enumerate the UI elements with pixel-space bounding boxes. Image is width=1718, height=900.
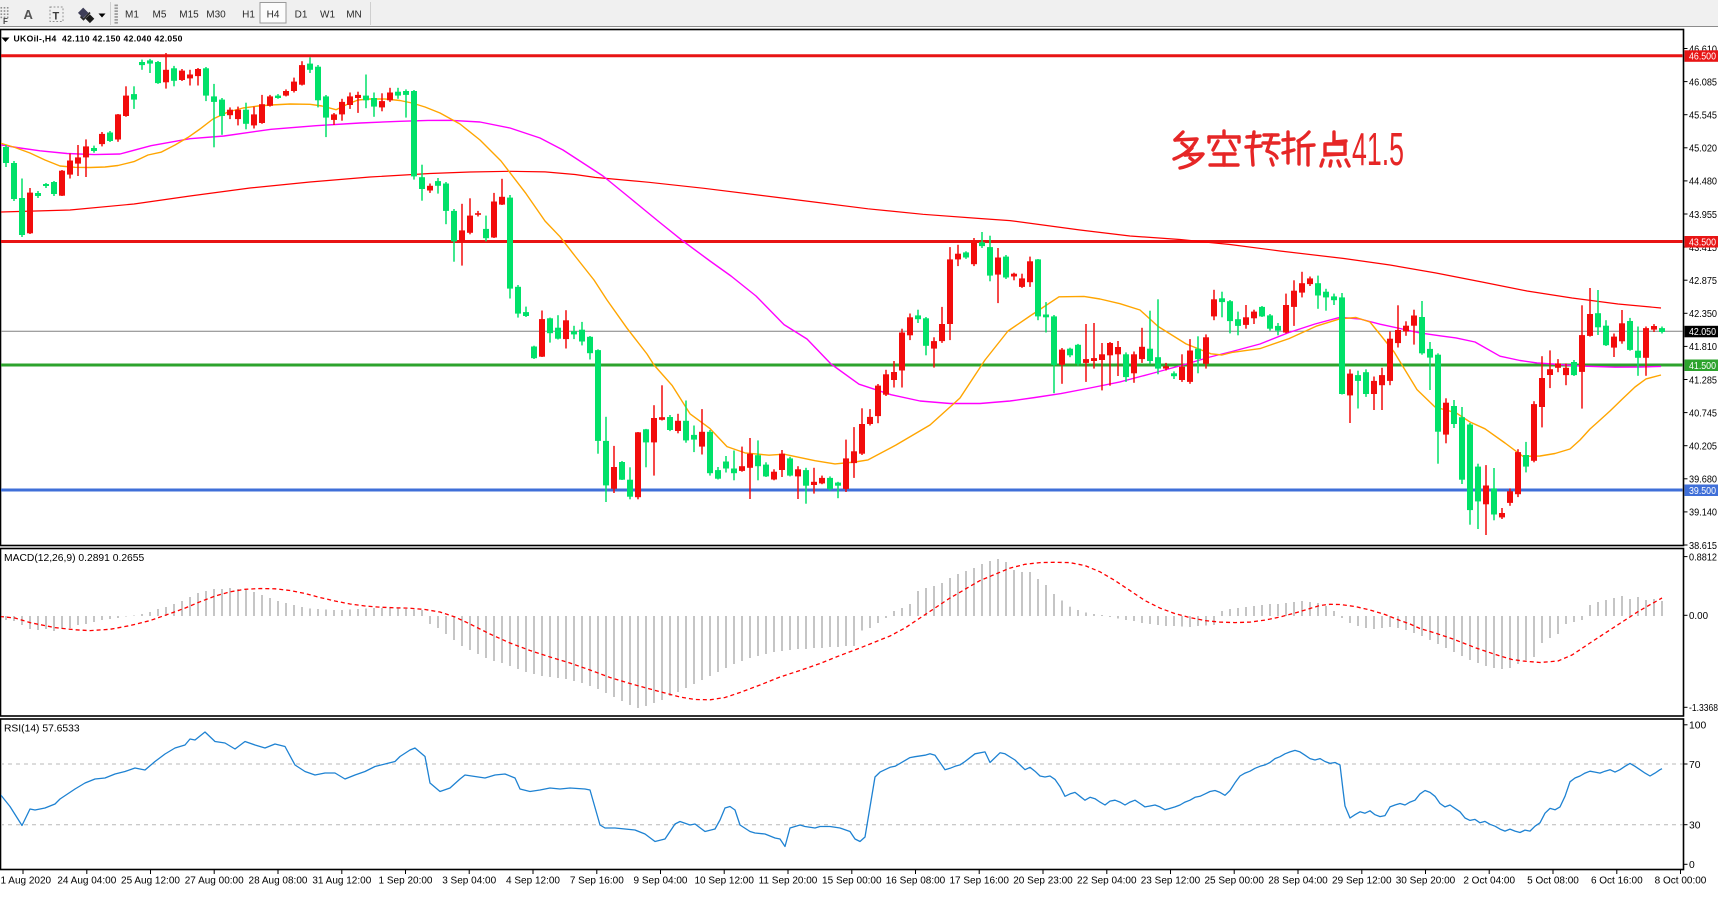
svg-text:8 Oct 00:00: 8 Oct 00:00: [1655, 876, 1707, 887]
svg-text:46.085: 46.085: [1689, 77, 1717, 88]
svg-text:100: 100: [1689, 721, 1706, 732]
svg-text:2 Oct 04:00: 2 Oct 04:00: [1463, 876, 1515, 887]
svg-text:42.875: 42.875: [1689, 276, 1717, 287]
svg-text:30: 30: [1689, 821, 1701, 832]
svg-text:5 Oct 08:00: 5 Oct 08:00: [1527, 876, 1579, 887]
svg-text:39.500: 39.500: [1689, 486, 1716, 497]
svg-text:20 Sep 23:00: 20 Sep 23:00: [1013, 876, 1073, 887]
svg-text:0.8812: 0.8812: [1689, 552, 1717, 563]
svg-text:39.140: 39.140: [1689, 508, 1717, 519]
svg-text:15 Sep 00:00: 15 Sep 00:00: [822, 876, 882, 887]
svg-text:41.500: 41.500: [1689, 361, 1716, 372]
svg-text:38.615: 38.615: [1689, 541, 1717, 552]
svg-text:39.680: 39.680: [1689, 475, 1717, 486]
svg-text:70: 70: [1689, 760, 1701, 771]
svg-text:30 Sep 20:00: 30 Sep 20:00: [1396, 876, 1456, 887]
svg-text:9 Sep 04:00: 9 Sep 04:00: [634, 876, 688, 887]
svg-text:7 Sep 16:00: 7 Sep 16:00: [570, 876, 624, 887]
svg-text:3 Sep 04:00: 3 Sep 04:00: [442, 876, 496, 887]
svg-text:41.285: 41.285: [1689, 375, 1717, 386]
svg-text:42.350: 42.350: [1689, 309, 1717, 320]
svg-text:M15: M15: [179, 10, 199, 21]
svg-text:28 Sep 04:00: 28 Sep 04:00: [1268, 876, 1328, 887]
svg-text:45.020: 45.020: [1689, 144, 1717, 155]
svg-text:A: A: [24, 7, 34, 22]
svg-text:44.480: 44.480: [1689, 177, 1717, 188]
svg-text:T: T: [53, 11, 60, 23]
svg-text:0: 0: [1689, 860, 1695, 871]
svg-text:27 Aug 00:00: 27 Aug 00:00: [185, 876, 244, 887]
svg-text:41.5: 41.5: [1352, 123, 1404, 175]
svg-text:0.00: 0.00: [1689, 611, 1708, 622]
svg-text:MN: MN: [346, 10, 362, 21]
svg-text:43.955: 43.955: [1689, 210, 1717, 221]
svg-text:21 Aug 2020: 21 Aug 2020: [0, 876, 52, 887]
svg-text:M30: M30: [206, 10, 226, 21]
svg-text:25 Sep 00:00: 25 Sep 00:00: [1204, 876, 1264, 887]
svg-text:42.050: 42.050: [1689, 327, 1716, 338]
svg-text:H1: H1: [242, 10, 255, 21]
svg-text:24 Aug 04:00: 24 Aug 04:00: [57, 876, 116, 887]
svg-text:W1: W1: [320, 10, 335, 21]
svg-text:31 Aug 12:00: 31 Aug 12:00: [312, 876, 371, 887]
svg-text:29 Sep 12:00: 29 Sep 12:00: [1332, 876, 1392, 887]
svg-text:41.810: 41.810: [1689, 342, 1717, 353]
svg-text:45.545: 45.545: [1689, 111, 1717, 122]
svg-text:40.205: 40.205: [1689, 442, 1717, 453]
svg-text:1 Sep 20:00: 1 Sep 20:00: [379, 876, 433, 887]
svg-text:4 Sep 12:00: 4 Sep 12:00: [506, 876, 560, 887]
svg-text:M5: M5: [153, 10, 167, 21]
svg-text:D1: D1: [295, 10, 308, 21]
svg-text:43.500: 43.500: [1689, 237, 1716, 248]
svg-text:RSI(14) 57.6533: RSI(14) 57.6533: [4, 724, 80, 735]
svg-text:H4: H4: [267, 10, 280, 21]
svg-text:M1: M1: [125, 10, 139, 21]
svg-text:22 Sep 04:00: 22 Sep 04:00: [1077, 876, 1137, 887]
svg-text:11 Sep 20:00: 11 Sep 20:00: [759, 876, 818, 887]
svg-text:17 Sep 16:00: 17 Sep 16:00: [949, 876, 1009, 887]
svg-text:F: F: [3, 17, 8, 26]
svg-text:40.745: 40.745: [1689, 408, 1717, 419]
svg-text:16 Sep 08:00: 16 Sep 08:00: [886, 876, 946, 887]
svg-text:23 Sep 12:00: 23 Sep 12:00: [1141, 876, 1201, 887]
svg-text:MACD(12,26,9) 0.2891 0.2655: MACD(12,26,9) 0.2891 0.2655: [4, 553, 145, 564]
svg-text:UKOil-,H4 42.110 42.150 42.04: UKOil-,H4 42.110 42.150 42.040 42.050: [14, 33, 183, 43]
svg-text:6 Oct 16:00: 6 Oct 16:00: [1591, 876, 1643, 887]
svg-text:-1.3368: -1.3368: [1689, 703, 1718, 714]
svg-text:25 Aug 12:00: 25 Aug 12:00: [121, 876, 180, 887]
svg-text:46.500: 46.500: [1689, 52, 1716, 63]
svg-text:10 Sep 12:00: 10 Sep 12:00: [694, 876, 754, 887]
svg-text:28 Aug 08:00: 28 Aug 08:00: [249, 876, 308, 887]
